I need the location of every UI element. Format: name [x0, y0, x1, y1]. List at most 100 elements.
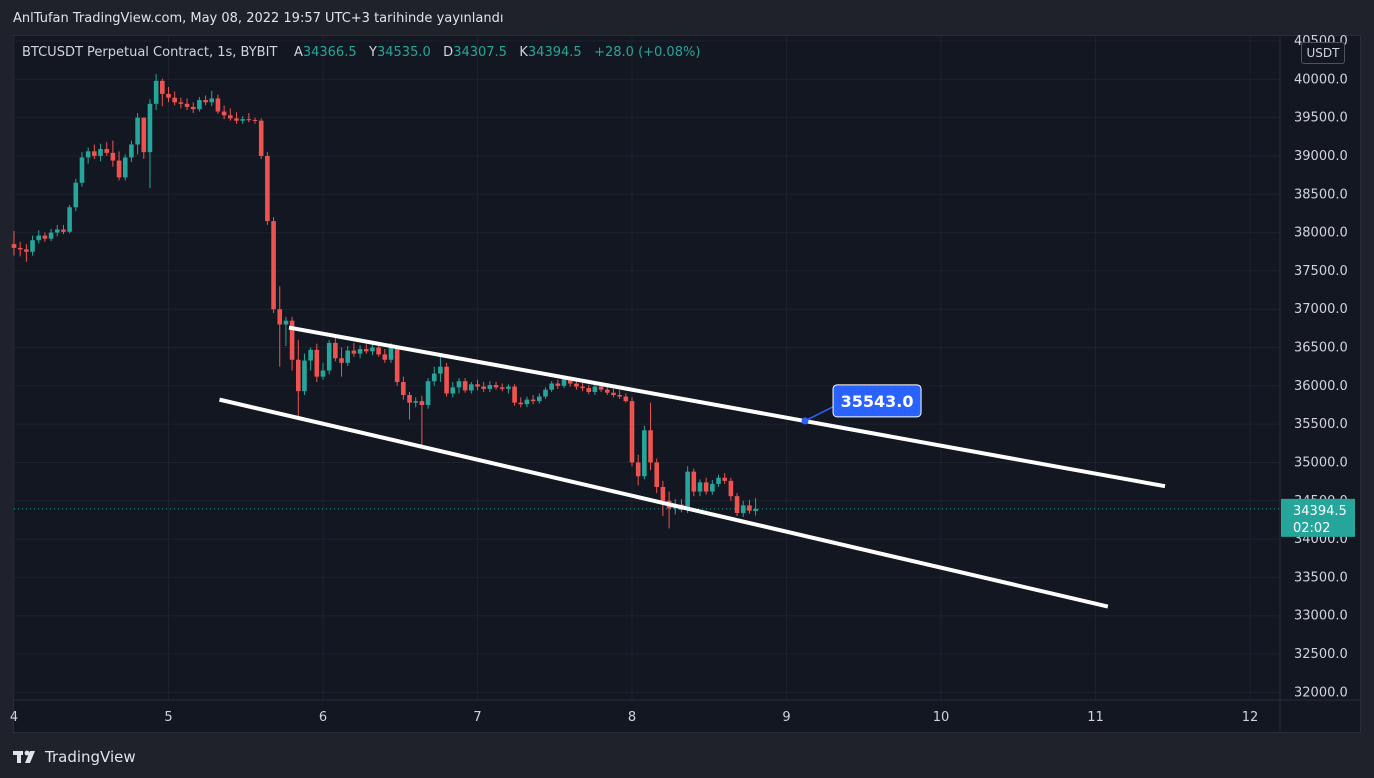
candle-body — [475, 384, 480, 387]
candle-body — [308, 349, 313, 361]
candle-body — [462, 381, 468, 391]
candle-body — [129, 144, 134, 158]
candle-body — [363, 349, 369, 352]
price-axis: 32000.032500.033000.033500.034000.034500… — [1294, 34, 1348, 700]
candle-body — [160, 80, 165, 94]
callout-label: 35543.0 — [841, 392, 914, 411]
price-tick-label: 37500.0 — [1294, 264, 1348, 279]
price-tick-label: 32000.0 — [1294, 685, 1348, 700]
open-value: 34366.5 — [302, 45, 357, 60]
candle-body — [141, 117, 147, 153]
price-tick-label: 38000.0 — [1294, 226, 1348, 241]
candle-body — [697, 482, 703, 492]
candle-body — [642, 430, 647, 477]
candle-body — [197, 100, 202, 110]
candle-body — [271, 221, 276, 310]
time-axis: 4 5 6 7 8 9 10 11 12 — [10, 710, 1258, 725]
candle-body — [543, 389, 548, 397]
candle-body — [277, 309, 283, 325]
candle-body — [555, 383, 561, 386]
candle-body — [691, 471, 697, 492]
time-tick-label: 4 — [10, 710, 18, 725]
callout-anchor — [801, 417, 809, 425]
candle-body — [320, 370, 326, 377]
candle-body — [481, 386, 486, 389]
candle-body — [36, 235, 42, 241]
time-tick-label: 8 — [628, 710, 636, 725]
candle-body — [747, 505, 752, 511]
candle-body — [110, 152, 116, 161]
candle-body — [17, 247, 23, 250]
candle-body — [716, 477, 721, 484]
candle-body — [333, 342, 338, 359]
candle-body — [722, 477, 727, 481]
candle-body — [561, 378, 567, 386]
candle-body — [456, 381, 462, 388]
currency-button[interactable]: USDT — [1301, 42, 1345, 64]
close-label: K — [519, 45, 528, 60]
candle-body — [574, 383, 579, 387]
candle-body — [611, 392, 616, 396]
tradingview-logo-icon — [13, 750, 35, 763]
price-tick-label: 39000.0 — [1294, 149, 1348, 164]
candle-body — [221, 111, 227, 116]
candle-body — [438, 366, 443, 374]
candle-body — [234, 118, 239, 121]
callout-box — [832, 384, 922, 418]
candle-body — [753, 508, 758, 511]
price-tick-label: 39500.0 — [1294, 111, 1348, 126]
candle-body — [85, 151, 91, 158]
candle-body — [617, 395, 622, 397]
candle-body — [122, 157, 128, 178]
chart-panel[interactable] — [13, 35, 1361, 733]
candle-body — [357, 349, 363, 354]
candle-body — [740, 505, 746, 514]
candle-body — [345, 350, 351, 363]
last-price-value: 34394.5 — [1293, 504, 1347, 519]
price-tick-label: 32500.0 — [1294, 647, 1348, 662]
price-tick-label: 35000.0 — [1294, 455, 1348, 470]
time-tick-label: 7 — [473, 710, 481, 725]
candle-body — [394, 347, 400, 382]
candle-body — [67, 207, 72, 232]
candle-body — [469, 384, 474, 391]
symbol-label[interactable]: BTCUSDT Perpetual Contract, 1s, BYBIT — [22, 45, 278, 60]
trendlines — [219, 325, 1166, 609]
trendline-lower — [219, 397, 1109, 609]
candle-body — [518, 402, 524, 405]
candle-body — [24, 249, 29, 252]
candle-body — [419, 401, 425, 405]
candle-body — [339, 358, 344, 363]
candle-body — [302, 360, 307, 392]
candle-body — [104, 149, 109, 153]
candle-body — [506, 386, 511, 389]
candle-body — [425, 381, 431, 405]
price-tick-label: 33500.0 — [1294, 570, 1348, 585]
candle-body — [178, 102, 184, 104]
candle-body — [648, 430, 653, 463]
publish-info: AnlTufan TradingView.com, May 08, 2022 1… — [13, 11, 504, 26]
close-value: 34394.5 — [527, 45, 582, 60]
candle-body — [685, 471, 690, 510]
price-tick-label: 36000.0 — [1294, 379, 1348, 394]
time-tick-label: 9 — [782, 710, 790, 725]
candle-body — [61, 229, 66, 232]
grid-lines — [13, 36, 1280, 700]
price-tick-label: 38500.0 — [1294, 187, 1348, 202]
candles — [11, 73, 758, 529]
candle-body — [240, 119, 245, 121]
candle-body — [11, 244, 17, 248]
candle-body — [116, 160, 122, 178]
trendline-upper — [288, 325, 1166, 489]
price-tick-label: 36500.0 — [1294, 341, 1348, 356]
candle-body — [728, 480, 734, 497]
candle-body — [289, 320, 295, 360]
candle-body — [166, 93, 171, 98]
footer-brand[interactable]: TradingView — [13, 746, 136, 768]
candle-body — [512, 386, 517, 403]
last-price-countdown: 02:02 — [1293, 521, 1330, 536]
callout-leader — [804, 406, 834, 422]
low-value: 34307.5 — [453, 45, 507, 60]
ohlc-legend: BTCUSDT Perpetual Contract, 1s, BYBIT A3… — [22, 45, 700, 60]
